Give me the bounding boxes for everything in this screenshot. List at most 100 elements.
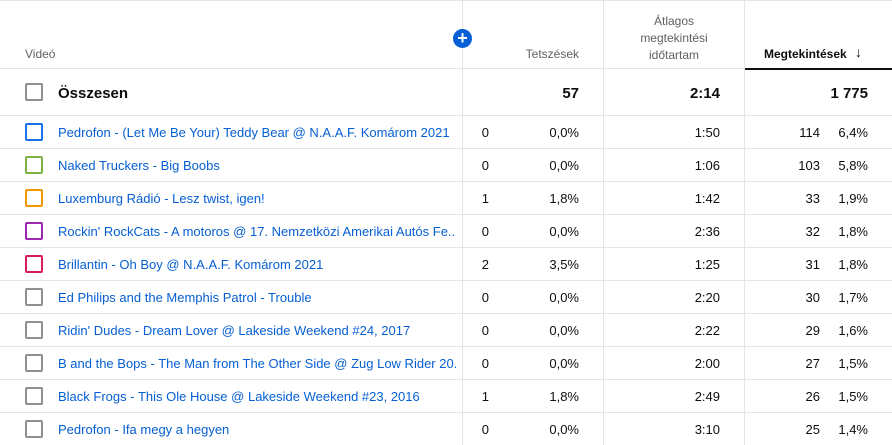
- views-count: 25: [805, 422, 820, 437]
- video-title-link[interactable]: Pedrofon - (Let Me Be Your) Teddy Bear @…: [58, 125, 450, 140]
- row-checkbox[interactable]: [25, 123, 43, 141]
- avg-cell: 2:20: [603, 281, 744, 313]
- row-checkbox[interactable]: [25, 321, 43, 339]
- video-title-link[interactable]: Rockin' RockCats - A motoros @ 17. Nemze…: [58, 224, 456, 239]
- sort-indicator: [745, 68, 892, 70]
- views-cell: 26 1,5%: [744, 380, 892, 412]
- avg-duration: 1:25: [694, 257, 720, 272]
- likes-cell: 1 1,8%: [462, 380, 603, 412]
- likes-percent: 0,0%: [549, 290, 579, 305]
- likes-cell: 0 0,0%: [462, 314, 603, 346]
- avg-cell: 3:10: [603, 413, 744, 445]
- views-percent: 6,4%: [838, 125, 868, 140]
- header-avg-line1: Átlagos: [653, 14, 695, 28]
- views-cell: 103 5,8%: [744, 149, 892, 181]
- video-cell: Ridin' Dudes - Dream Lover @ Lakeside We…: [0, 314, 462, 346]
- row-checkbox[interactable]: [25, 255, 43, 273]
- likes-count: 0: [481, 422, 489, 437]
- avg-cell: 2:36: [603, 215, 744, 247]
- views-percent: 1,7%: [838, 290, 868, 305]
- views-percent: 1,8%: [838, 224, 868, 239]
- views-percent: 1,9%: [838, 191, 868, 206]
- likes-percent: 0,0%: [549, 158, 579, 173]
- avg-duration: 3:10: [694, 422, 720, 437]
- header-likes[interactable]: Tetszések: [462, 1, 603, 69]
- likes-percent: 1,8%: [549, 191, 579, 206]
- avg-duration: 2:36: [694, 224, 720, 239]
- video-title-link[interactable]: Ridin' Dudes - Dream Lover @ Lakeside We…: [58, 323, 411, 338]
- header-likes-label: Tetszések: [525, 47, 579, 61]
- likes-cell: 0 0,0%: [462, 116, 603, 148]
- likes-percent: 3,5%: [549, 257, 579, 272]
- row-checkbox[interactable]: [25, 288, 43, 306]
- total-label: Összesen: [58, 85, 129, 102]
- video-cell: B and the Bops - The Man from The Other …: [0, 347, 462, 379]
- total-video-cell: Összesen: [0, 69, 462, 115]
- header-avg-line2: megtekintési: [640, 31, 708, 45]
- row-checkbox[interactable]: [25, 156, 43, 174]
- table-row: Brillantin - Oh Boy @ N.A.A.F. Komárom 2…: [0, 248, 892, 281]
- likes-cell: 0 0,0%: [462, 347, 603, 379]
- avg-duration: 2:22: [694, 323, 720, 338]
- views-cell: 31 1,8%: [744, 248, 892, 280]
- video-cell: Pedrofon - (Let Me Be Your) Teddy Bear @…: [0, 116, 462, 148]
- video-cell: Rockin' RockCats - A motoros @ 17. Nemze…: [0, 215, 462, 247]
- video-title-link[interactable]: Brillantin - Oh Boy @ N.A.A.F. Komárom 2…: [58, 257, 324, 272]
- header-views[interactable]: Megtekintések ↓: [744, 1, 892, 70]
- likes-cell: 0 0,0%: [462, 413, 603, 445]
- table-row: Rockin' RockCats - A motoros @ 17. Nemze…: [0, 215, 892, 248]
- video-cell: Pedrofon - Ifa megy a hegyen: [0, 413, 462, 445]
- video-title-link[interactable]: Ed Philips and the Memphis Patrol - Trou…: [58, 290, 312, 305]
- views-percent: 1,5%: [838, 389, 868, 404]
- video-title-link[interactable]: Black Frogs - This Ole House @ Lakeside …: [58, 389, 420, 404]
- views-percent: 1,4%: [838, 422, 868, 437]
- likes-count: 2: [481, 257, 489, 272]
- avg-cell: 2:00: [603, 347, 744, 379]
- table-row: Luxemburg Rádió - Lesz twist, igen! 1 1,…: [0, 182, 892, 215]
- total-checkbox[interactable]: [25, 83, 43, 101]
- avg-cell: 1:25: [603, 248, 744, 280]
- views-cell: 29 1,6%: [744, 314, 892, 346]
- total-views: 1 775: [830, 85, 868, 102]
- avg-cell: 1:42: [603, 182, 744, 214]
- video-title-link[interactable]: Luxemburg Rádió - Lesz twist, igen!: [58, 191, 265, 206]
- table-row: Ridin' Dudes - Dream Lover @ Lakeside We…: [0, 314, 892, 347]
- views-cell: 114 6,4%: [744, 116, 892, 148]
- likes-cell: 0 0,0%: [462, 215, 603, 247]
- avg-duration: 2:49: [694, 389, 720, 404]
- avg-cell: 2:22: [603, 314, 744, 346]
- video-title-link[interactable]: B and the Bops - The Man from The Other …: [58, 356, 456, 371]
- views-count: 103: [798, 158, 820, 173]
- likes-count: 0: [481, 356, 489, 371]
- row-checkbox[interactable]: [25, 222, 43, 240]
- plus-circle-icon[interactable]: +: [453, 29, 472, 48]
- views-percent: 1,5%: [838, 356, 868, 371]
- arrow-down-icon[interactable]: ↓: [855, 44, 862, 60]
- likes-count: 1: [481, 191, 489, 206]
- row-checkbox[interactable]: [25, 189, 43, 207]
- table-row: Black Frogs - This Ole House @ Lakeside …: [0, 380, 892, 413]
- likes-cell: 1 1,8%: [462, 182, 603, 214]
- avg-duration: 1:06: [694, 158, 720, 173]
- video-title-link[interactable]: Pedrofon - Ifa megy a hegyen: [58, 422, 230, 437]
- header-avg-line3: időtartam: [648, 48, 700, 62]
- likes-count: 0: [481, 224, 489, 239]
- row-checkbox[interactable]: [25, 354, 43, 372]
- likes-percent: 0,0%: [549, 356, 579, 371]
- views-cell: 32 1,8%: [744, 215, 892, 247]
- avg-duration: 2:20: [694, 290, 720, 305]
- total-avg: 2:14: [689, 85, 720, 102]
- row-checkbox[interactable]: [25, 387, 43, 405]
- likes-percent: 0,0%: [549, 422, 579, 437]
- total-row: Összesen 57 2:14 1 775: [0, 69, 892, 116]
- row-checkbox[interactable]: [25, 420, 43, 438]
- likes-percent: 1,8%: [549, 389, 579, 404]
- header-avg-duration[interactable]: Átlagos megtekintési időtartam: [603, 1, 744, 69]
- video-title-link[interactable]: Naked Truckers - Big Boobs: [58, 158, 220, 173]
- views-cell: 33 1,9%: [744, 182, 892, 214]
- video-cell: Naked Truckers - Big Boobs: [0, 149, 462, 181]
- table-row: Ed Philips and the Memphis Patrol - Trou…: [0, 281, 892, 314]
- total-views-cell: 1 775: [744, 69, 892, 115]
- total-likes-cell: 57: [462, 69, 603, 115]
